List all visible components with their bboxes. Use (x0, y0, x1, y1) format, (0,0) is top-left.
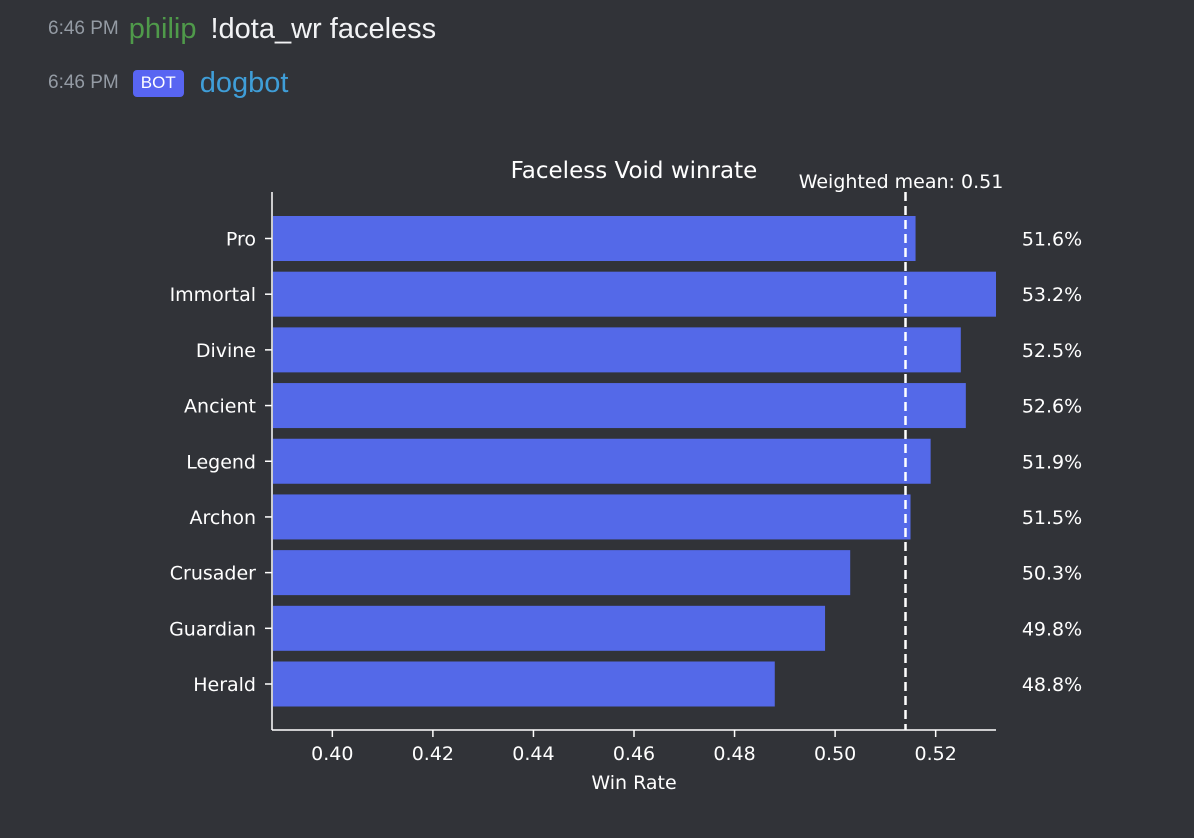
bar-legend (273, 438, 931, 484)
message-timestamp: 6:46 PM (48, 72, 119, 93)
bar-value-label: 52.5% (1022, 340, 1082, 362)
bar-ancient (273, 383, 966, 429)
x-tick-label: 0.52 (915, 743, 957, 765)
bar-pro (273, 216, 916, 261)
x-tick-label: 0.46 (613, 743, 655, 765)
message-dogbot: 6:46 PM BOT dogbot (48, 62, 288, 104)
bar-guardian (273, 605, 826, 651)
bar-value-label: 51.9% (1022, 451, 1082, 473)
bar-immortal (273, 271, 996, 317)
y-tick-label: Divine (196, 340, 256, 362)
bar-divine (273, 327, 961, 373)
y-tick-label: Ancient (184, 396, 256, 418)
y-tick-label: Archon (189, 507, 256, 529)
x-tick-label: 0.50 (814, 743, 856, 765)
message-philip: 6:46 PM philip !dota_wr faceless (48, 8, 436, 50)
bar-herald (273, 661, 775, 707)
bot-badge: BOT (132, 69, 184, 97)
x-tick-label: 0.48 (713, 743, 755, 765)
y-tick-label: Guardian (169, 618, 256, 640)
bar-value-label: 53.2% (1022, 284, 1082, 306)
bar-value-label: 48.8% (1022, 674, 1082, 696)
bar-crusader (273, 550, 851, 596)
bar-value-label: 51.5% (1022, 507, 1082, 529)
message-content: !dota_wr faceless (210, 12, 437, 45)
bar-value-label: 50.3% (1022, 563, 1082, 585)
y-tick-label: Pro (226, 229, 256, 251)
bar-value-label: 52.6% (1022, 396, 1082, 418)
bar-value-label: 49.8% (1022, 618, 1082, 640)
message-timestamp: 6:46 PM (48, 18, 119, 39)
y-tick-label: Immortal (170, 284, 256, 306)
reference-line-label: Weighted mean: 0.51 (799, 171, 1004, 193)
x-tick-label: 0.44 (512, 743, 554, 765)
x-tick-label: 0.40 (311, 743, 353, 765)
bar-value-label: 51.6% (1022, 229, 1082, 251)
x-tick-label: 0.42 (412, 743, 454, 765)
bar-archon (273, 494, 911, 540)
y-tick-label: Herald (193, 674, 256, 696)
author-name-dogbot[interactable]: dogbot (199, 66, 289, 99)
chart-title: Faceless Void winrate (511, 158, 758, 184)
x-axis-label: Win Rate (591, 772, 676, 794)
y-tick-label: Legend (186, 451, 256, 473)
y-tick-label: Crusader (170, 563, 256, 585)
author-name-philip[interactable]: philip (128, 12, 197, 45)
